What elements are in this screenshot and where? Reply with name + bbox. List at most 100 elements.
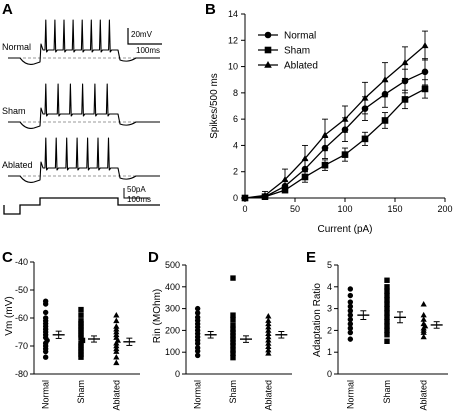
panel-c-point-sham [78,312,84,318]
panel-c-point-ablated [113,331,120,338]
panel-c-point-ablated [113,339,120,346]
panel-c-point-sham [78,351,84,358]
data-point-ablated [261,191,269,198]
panel-d-point-sham [230,350,236,356]
panel-d-plot: 0 100 200 300 400 500 Normal Sham Ablated [165,260,292,411]
panel-e-ytick-label: 4 [327,282,332,292]
panel-b-label: B [205,1,216,18]
panel-a-label: A [2,1,13,18]
data-point-sham [421,85,429,93]
series-line-sham [244,88,426,199]
panel-d-ytick-label: 0 [175,369,180,379]
time-scalebar-bottom-label: 100ms [127,195,151,204]
panel-b-plot: 0 50 100 150 200 0 2 4 6 8 10 12 14 Normal Sham Ablated [228,9,453,214]
data-point-ablated [341,115,349,122]
panel-d-ytick-label: 100 [165,347,180,357]
panel-d-category-label: Sham [228,380,238,404]
panel-b-ytick-label: 2 [233,167,238,177]
panel-d-ytick-label: 200 [165,325,180,335]
panel-c-point-sham [78,354,84,360]
panel-c-point-sham [78,320,84,327]
panel-e-point-ablated [420,316,427,322]
data-point-ablated [301,154,309,162]
current-scalebar [123,188,150,199]
panel-e-point-normal [347,308,354,314]
panel-e-point-ablated [420,333,427,340]
panel-c-point-ablated [113,345,120,352]
series-line-ablated [244,45,426,199]
panel-b-ytick-label: 6 [233,114,238,124]
panel-d-point-sham [230,347,236,353]
panel-d-point-normal [194,352,201,359]
panel-e-ytick-label: 0 [327,369,332,379]
panel-d-point-sham [230,312,236,318]
panel-d-category-label: Ablated [263,380,273,411]
panel-d-point-normal [194,305,201,312]
panel-b-ytick-label: 0 [233,193,238,203]
panel-e-category-label: Sham [382,380,392,404]
panel-c-category-label: Normal [41,380,51,409]
panel-e-point-normal [347,303,354,310]
panel-c-point-sham [78,318,84,324]
voltage-trace-ablated [8,137,160,183]
trace-label-normal: Normal [2,42,31,52]
data-point-sham [381,117,389,124]
panel-b-xtick-label: 100 [337,204,352,214]
panel-c-point-ablated [113,353,120,360]
panel-e-point-sham [384,305,390,312]
panel-e-point-sham [384,297,390,303]
panel-c-point-ablated [113,325,120,332]
panel-d-point-sham [230,316,236,323]
panel-e-point-normal [347,299,354,305]
panel-e-point-sham [384,284,390,290]
panel-d-point-normal [194,314,201,321]
legend-marker [264,61,272,68]
panel-e-ylabel: Adaptation Ratio [312,283,323,357]
panel-e-point-sham [384,277,390,283]
panel-d-ytick-label: 400 [165,282,180,292]
legend-label: Sham [284,46,310,57]
panel-c-point-normal [42,309,49,316]
panel-d-ytick-label: 300 [165,304,180,314]
panel-d-point-ablated [265,317,272,323]
panel-c-point-ablated [113,342,120,349]
panel-e-ytick-label: 2 [327,325,332,335]
panel-e-point-ablated [420,311,427,318]
data-point-sham [401,96,409,103]
panel-c-point-ablated [113,323,120,329]
panel-d-point-ablated [265,333,272,340]
trace-label-ablated: Ablated [2,160,33,170]
data-point-sham [341,151,349,158]
panel-c-chart: C Vm (mV) -80 -70 -60 -50 -40 Normal Sham Ablat… [2,249,140,411]
panel-b-chart: B Spikes/500 ms Current (pA) 0 50 100 150 20… [205,1,453,235]
panel-c-point-sham [78,323,84,330]
time-scalebar-top-label: 100ms [136,46,160,55]
panel-c-point-sham [78,332,84,338]
panel-e-category-label: Ablated [419,380,429,411]
panel-e-point-sham [384,327,390,334]
panel-e-point-normal [347,329,354,336]
panel-b-xtick-label: 150 [387,204,402,214]
voltage-trace-normal [8,19,160,65]
panel-c-point-sham [78,306,84,313]
panel-d-ylabel: Rin (MOhm) [152,289,163,343]
panel-b-xlabel: Current (pA) [317,224,372,235]
trace-label-sham: Sham [2,106,26,116]
panel-d-point-normal [194,310,201,316]
panel-b-ytick-label: 12 [228,35,238,45]
panel-c-point-normal [42,348,49,355]
panel-e-point-sham [384,310,390,316]
voltage-traces [8,19,160,183]
panel-d-point-ablated [265,340,272,346]
panel-b-ytick-label: 10 [228,62,238,72]
panel-e-ytick-label: 1 [327,347,332,357]
panel-c-point-sham [78,329,84,335]
panel-c-point-sham [78,326,84,332]
data-point-ablated [241,194,249,201]
panel-d-point-sham [230,322,236,328]
panel-e-point-sham [384,288,390,294]
panel-d-chart: D Rin (MOhm) 0 100 200 300 400 500 Normal Sham A… [148,249,292,411]
panel-b-ytick-label: 8 [233,88,238,98]
panel-c-category-label: Ablated [111,380,121,411]
panel-d-point-normal [194,345,201,351]
